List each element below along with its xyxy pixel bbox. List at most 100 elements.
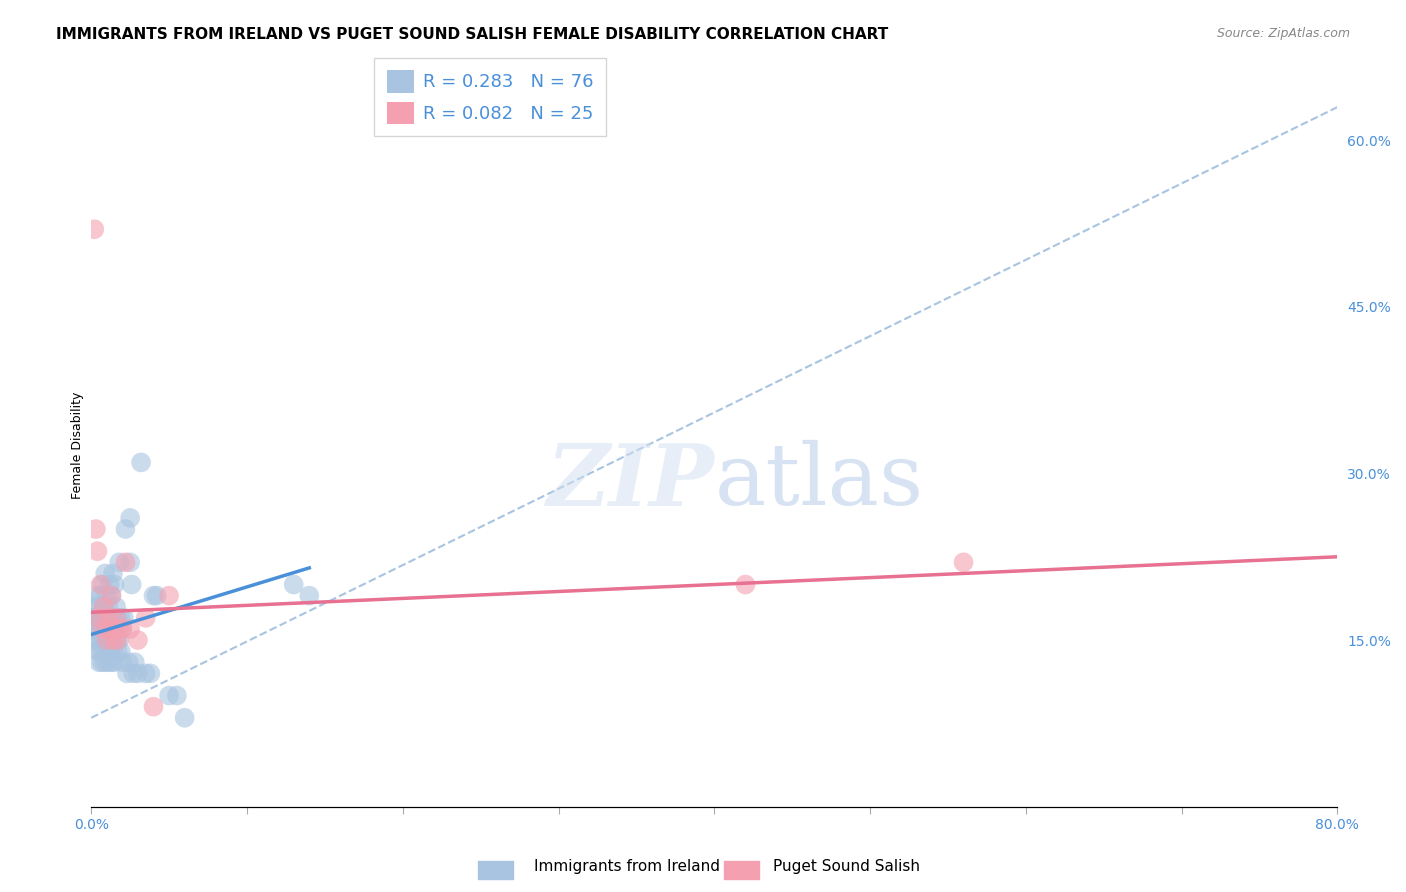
Point (94, 633, 117, 648)
Point (127, 666, 149, 681)
Point (117, 655, 139, 669)
Point (94, 611, 117, 625)
Point (101, 644, 124, 658)
Point (110, 644, 132, 658)
Point (83, 622, 105, 636)
Point (103, 622, 125, 636)
Point (84, 522, 107, 536)
Point (91, 611, 114, 625)
Point (93, 599, 115, 614)
Point (96, 622, 118, 636)
Point (142, 589, 165, 603)
Y-axis label: Female Disability: Female Disability (72, 392, 84, 500)
Point (96, 589, 118, 603)
Point (111, 622, 134, 636)
Point (86, 611, 108, 625)
Point (108, 622, 131, 636)
Point (103, 633, 125, 648)
Point (90, 622, 112, 636)
Point (97, 599, 120, 614)
Point (121, 577, 143, 591)
Point (90, 611, 112, 625)
Text: Immigrants from Ireland: Immigrants from Ireland (534, 859, 720, 874)
Point (98, 577, 121, 591)
Point (101, 611, 124, 625)
Point (94, 655, 117, 669)
Text: IMMIGRANTS FROM IRELAND VS PUGET SOUND SALISH FEMALE DISABILITY CORRELATION CHAR: IMMIGRANTS FROM IRELAND VS PUGET SOUND S… (56, 27, 889, 42)
Point (100, 589, 122, 603)
Point (734, 577, 756, 591)
Point (83, 599, 105, 614)
Point (135, 666, 157, 681)
Point (91, 622, 114, 636)
Point (110, 611, 132, 625)
Point (86, 644, 108, 658)
Point (103, 577, 125, 591)
Point (87, 633, 110, 648)
Point (108, 555, 131, 569)
Point (952, 555, 974, 569)
Point (103, 655, 125, 669)
Point (91, 655, 114, 669)
Point (86, 589, 108, 603)
Point (139, 666, 162, 681)
Point (98, 622, 121, 636)
Point (101, 566, 124, 581)
Point (135, 611, 157, 625)
Point (105, 611, 128, 625)
Point (97, 655, 120, 669)
Point (86, 544, 108, 558)
Point (124, 655, 146, 669)
Point (91, 577, 114, 591)
Point (157, 589, 180, 603)
Point (82, 611, 104, 625)
Point (90, 589, 112, 603)
Point (96, 644, 118, 658)
Text: atlas: atlas (714, 441, 924, 524)
Point (105, 599, 128, 614)
Point (84, 633, 107, 648)
Point (115, 666, 138, 681)
Point (107, 611, 129, 625)
Point (100, 622, 122, 636)
Point (84, 622, 107, 636)
Point (98, 644, 121, 658)
Point (122, 666, 145, 681)
Point (84, 611, 107, 625)
Point (145, 589, 167, 603)
Point (100, 655, 122, 669)
Point (91, 633, 114, 648)
Point (107, 644, 129, 658)
Point (93, 622, 115, 636)
Point (283, 577, 305, 591)
Point (107, 633, 129, 648)
Point (120, 511, 142, 525)
Point (127, 633, 149, 648)
Point (157, 689, 180, 703)
Point (90, 577, 112, 591)
Point (114, 555, 136, 569)
Point (87, 622, 110, 636)
Point (100, 589, 122, 603)
Point (120, 555, 142, 569)
Point (97, 633, 120, 648)
Point (142, 699, 165, 714)
Text: ZIP: ZIP (547, 440, 714, 524)
Point (108, 633, 131, 648)
Point (101, 622, 124, 636)
Point (112, 611, 135, 625)
Point (111, 655, 134, 669)
Point (166, 689, 188, 703)
Point (83, 222, 105, 236)
Point (96, 633, 118, 648)
Point (87, 611, 110, 625)
Text: Puget Sound Salish: Puget Sound Salish (773, 859, 921, 874)
Point (129, 455, 152, 469)
Point (98, 611, 121, 625)
Point (298, 589, 321, 603)
Point (105, 633, 128, 648)
Point (120, 622, 142, 636)
Point (93, 599, 115, 614)
Point (90, 644, 112, 658)
Point (97, 611, 120, 625)
